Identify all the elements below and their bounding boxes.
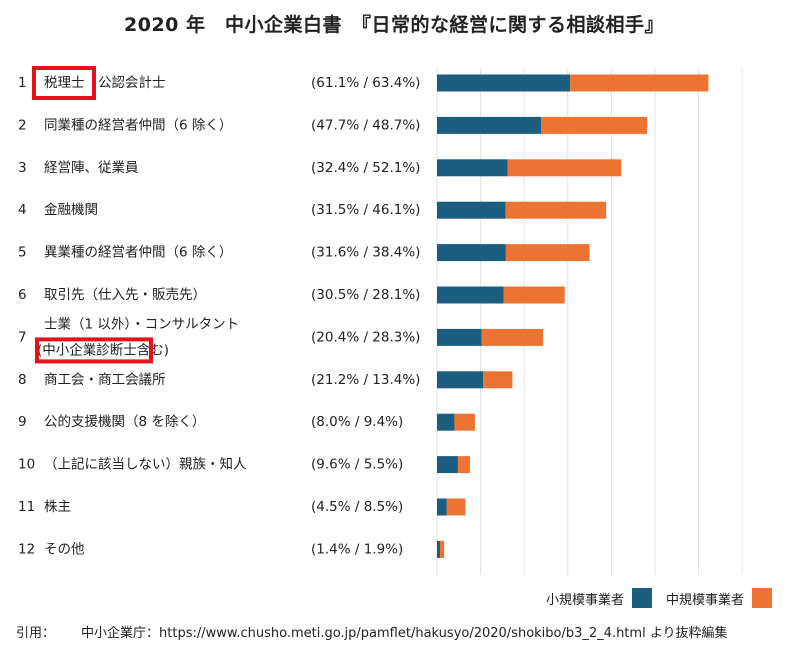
rank-label: 2 (18, 117, 27, 133)
value-pair-label: (30.5% / 28.1%) (311, 287, 420, 303)
value-pair-label: (21.2% / 13.4%) (311, 372, 420, 388)
value-pair-label: (47.7% / 48.7%) (311, 117, 420, 133)
rank-label: 3 (18, 160, 27, 176)
category-label: 同業種の経営者仲間（6 除く） (44, 117, 232, 133)
source-label: 引用： (16, 626, 56, 641)
bar-medium-business (507, 159, 622, 177)
rank-label: 7 (18, 329, 27, 345)
rank-label: 10 (18, 457, 35, 473)
category-label: 士業（1 以外）・コンサルタント (44, 316, 239, 332)
chart-title: 2020 年 中小企業白書 『日常的な経営に関する相談相手』 (124, 14, 664, 36)
legend-swatch-medium (752, 588, 772, 608)
bar-medium-business (570, 74, 709, 92)
category-label: 株主 (44, 499, 71, 515)
bar-medium-business (483, 371, 513, 389)
rank-label: 8 (18, 372, 27, 388)
category-label: 公的支援機関（8 を除く） (44, 414, 205, 430)
value-pair-label: (4.5% / 8.5%) (311, 499, 403, 515)
value-pair-label: (9.6% / 5.5%) (311, 457, 403, 473)
rank-label: 12 (18, 541, 35, 557)
bar-medium-business (446, 498, 466, 516)
value-pair-label: (32.4% / 52.1%) (311, 160, 420, 176)
rank-label: 11 (18, 499, 35, 515)
category-label: 税理士 公認会計士 (44, 75, 166, 91)
highlight-box (32, 66, 96, 100)
category-label: その他 (44, 541, 85, 557)
bar-small-business (437, 371, 484, 389)
category-label: 経営陣、従業員 (44, 160, 139, 176)
bar-small-business (437, 244, 506, 262)
legend-label-medium: 中規模事業者 (665, 592, 744, 608)
category-label: 取引先（仕入先・販売先） (44, 287, 206, 303)
bar-medium-business (457, 456, 470, 474)
highlight-box (35, 337, 153, 364)
bar-small-business (437, 540, 441, 558)
bar-small-business (437, 498, 447, 516)
bar-small-business (437, 456, 458, 474)
category-label: （上記に該当しない）親族・知人 (44, 456, 247, 473)
rank-label: 9 (18, 414, 27, 430)
bar-small-business (437, 201, 506, 219)
category-label: 金融機関 (44, 202, 98, 218)
source-text: 中小企業庁：https://www.chusho.meti.go.jp/pamf… (81, 626, 728, 641)
bar-small-business (437, 328, 482, 346)
bar-small-business (437, 116, 541, 134)
category-label: (中小企業診断士含む) (37, 341, 169, 358)
legend-swatch-small (631, 588, 652, 608)
legend-label-small: 小規模事業者 (545, 592, 624, 608)
bar-medium-business (505, 201, 607, 219)
bar-medium-business (503, 286, 565, 304)
bar-small-business (437, 413, 455, 431)
bar-small-business (437, 74, 571, 92)
value-pair-label: (31.6% / 38.4%) (311, 245, 420, 261)
bar-medium-business (454, 413, 475, 431)
bar-medium-business (540, 116, 648, 134)
bar-medium-business (481, 328, 544, 346)
bar-medium-business (505, 244, 590, 262)
value-pair-label: (20.4% / 28.3%) (311, 329, 420, 345)
category-label: 商工会・商工会議所 (44, 371, 166, 388)
legend: 小規模事業者 中規模事業者 (532, 588, 772, 608)
bar-small-business (437, 286, 504, 304)
value-pair-label: (8.0% / 9.4%) (311, 414, 403, 430)
rank-label: 4 (18, 202, 27, 218)
category-label: 異業種の経営者仲間（6 除く） (44, 245, 232, 261)
rank-label: 6 (18, 287, 27, 303)
bar-small-business (437, 159, 508, 177)
bar-medium-business (440, 540, 445, 558)
value-pair-label: (1.4% / 1.9%) (311, 541, 403, 557)
value-pair-label: (61.1% / 63.4%) (311, 75, 420, 91)
source-citation: 引用： 中小企業庁：https://www.chusho.meti.go.jp/p… (16, 622, 728, 641)
legend-item-medium: 中規模事業者 (666, 588, 772, 608)
legend-item-small: 小規模事業者 (546, 588, 652, 608)
rank-label: 1 (18, 75, 27, 91)
value-pair-label: (31.5% / 46.1%) (311, 202, 420, 218)
rank-label: 5 (18, 245, 27, 261)
